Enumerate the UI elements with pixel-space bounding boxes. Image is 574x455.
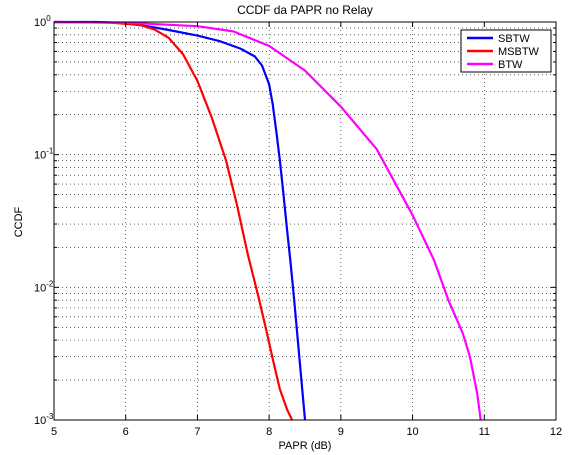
y-tick-label: 10-1: [34, 147, 54, 162]
series-layer: [53, 20, 482, 421]
x-tick-label: 6: [123, 426, 129, 438]
y-tick-exponent: 0: [46, 14, 51, 23]
x-tick-label: 9: [338, 426, 344, 438]
y-tick-label: 10-2: [34, 279, 54, 294]
series-line-msbtw: [53, 20, 294, 421]
x-tick-label: 8: [266, 426, 272, 438]
y-tick-exponent: -1: [46, 147, 54, 156]
plot-frame: [53, 21, 557, 421]
x-tick-label: 11: [479, 426, 490, 438]
y-tick-mantissa: 10: [34, 282, 46, 294]
x-tick-label: 7: [194, 426, 200, 438]
ticks: [53, 21, 557, 421]
y-tick-label: 10-3: [34, 412, 54, 427]
x-tick-label: 5: [51, 426, 57, 438]
series-line-sbtw: [54, 20, 307, 421]
x-tick-label: 12: [550, 426, 562, 438]
chart-title: CCDF da PAPR no Relay: [237, 3, 373, 17]
legend-label-btw: BTW: [498, 59, 523, 71]
y-tick-exponent: -2: [46, 279, 54, 288]
y-tick-mantissa: 10: [34, 17, 46, 29]
x-axis-title: PAPR (dB): [279, 440, 332, 452]
x-tick-label: 10: [406, 426, 418, 438]
y-axis-title: CCDF: [13, 206, 25, 237]
y-tick-exponent: -3: [46, 412, 54, 421]
y-tick-label: 100: [34, 14, 51, 29]
legend-label-msbtw: MSBTW: [498, 46, 540, 58]
y-tick-mantissa: 10: [34, 415, 46, 427]
plot-area: [54, 22, 556, 420]
series-line-btw: [53, 20, 482, 421]
legend-label-sbtw: SBTW: [498, 33, 530, 45]
y-tick-mantissa: 10: [34, 150, 46, 162]
x-tick-labels: 5 6 7 8 9 10 11 12: [51, 426, 562, 438]
